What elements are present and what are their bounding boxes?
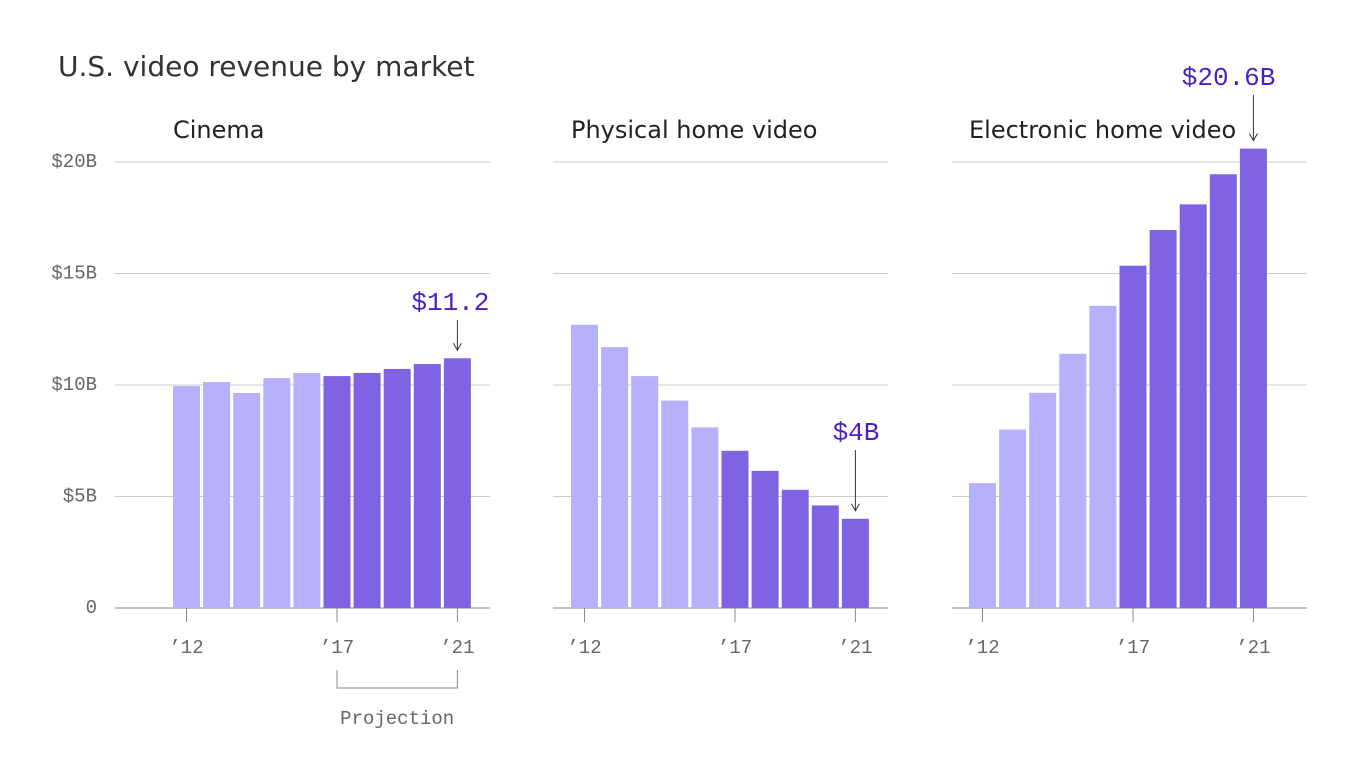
bar [233, 393, 261, 608]
bar [601, 347, 629, 608]
bar [443, 358, 471, 608]
bar [323, 376, 351, 608]
x-tick-label: ’21 [838, 637, 872, 659]
value-label: $4B [833, 418, 880, 448]
arrow-head [452, 342, 462, 352]
x-tick-label: ’21 [1236, 637, 1270, 659]
bar [841, 518, 869, 608]
bar [571, 324, 598, 608]
x-tick-label: ’17 [718, 637, 752, 659]
bar [721, 450, 749, 608]
bar [1029, 392, 1057, 608]
panel-title: Electronic home video [969, 116, 1236, 144]
x-tick-label: ’21 [440, 637, 474, 659]
panel-title: Physical home video [571, 116, 817, 144]
bar [1119, 265, 1147, 608]
bar [1089, 305, 1117, 608]
x-tick-label: ’12 [965, 637, 999, 659]
x-tick-label: ’12 [169, 637, 203, 659]
projection-bracket [336, 670, 458, 689]
x-tick-label: ’12 [567, 637, 601, 659]
bar [263, 378, 291, 608]
bar [631, 376, 659, 608]
y-tick-label: 0 [86, 597, 97, 619]
bar [1149, 230, 1177, 608]
bar [353, 372, 381, 608]
bar [1209, 174, 1237, 608]
bar [413, 364, 441, 608]
bar [383, 368, 411, 608]
projection-label: Projection [340, 708, 454, 730]
y-tick-label: $5B [63, 486, 97, 508]
y-tick-label: $20B [51, 151, 97, 173]
x-tick-label: ’17 [320, 637, 354, 659]
bar [811, 505, 839, 608]
bar [1059, 353, 1087, 608]
x-tick-label: ’17 [1116, 637, 1150, 659]
value-label: $20.6B [1182, 63, 1276, 93]
y-tick-label: $10B [51, 374, 97, 396]
y-tick-label: $15B [51, 263, 97, 285]
bar [661, 400, 689, 608]
bar [999, 429, 1027, 608]
bar [691, 427, 719, 608]
panel-title: Cinema [173, 116, 265, 144]
chart-title: U.S. video revenue by market [58, 50, 475, 83]
bar [203, 382, 231, 608]
bar [1179, 204, 1207, 608]
bar [751, 470, 779, 608]
value-label: $11.2 [411, 288, 489, 318]
bar [173, 386, 200, 608]
bar [293, 372, 321, 608]
arrow-head [850, 503, 860, 512]
bar [781, 489, 809, 608]
bar [1239, 148, 1267, 608]
arrow-head [1248, 133, 1258, 142]
bar [969, 483, 996, 608]
